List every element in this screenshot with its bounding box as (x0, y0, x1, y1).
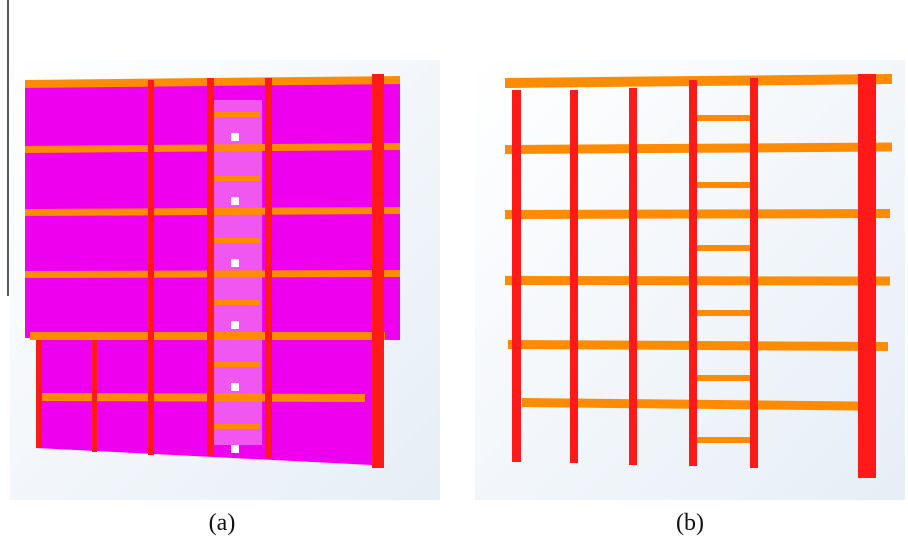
column (570, 90, 578, 463)
page: (a) (b) (() => { const data = JSON.parse… (0, 0, 908, 538)
ladder-rung (697, 310, 751, 316)
ladder-rung (214, 176, 260, 181)
column (148, 80, 154, 455)
column (689, 80, 697, 466)
ladder-rung (697, 375, 751, 381)
column (858, 74, 876, 478)
column (372, 74, 384, 468)
opening-square (231, 133, 239, 141)
ladder-rung (214, 238, 260, 243)
column (36, 340, 42, 448)
column (512, 90, 521, 462)
ladder-rung (697, 437, 751, 443)
ladder-rung (214, 112, 260, 117)
opening-square (231, 445, 239, 453)
ladder-rung (697, 245, 751, 251)
opening-square (231, 321, 239, 329)
beam (40, 393, 365, 402)
column (265, 78, 272, 458)
opening-square (231, 259, 239, 267)
column (629, 88, 637, 465)
beam (505, 209, 890, 219)
column (92, 340, 97, 452)
ladder-rung (697, 182, 751, 188)
panel-label: (b) (676, 510, 704, 536)
beam (505, 276, 890, 286)
ladder-rung (214, 362, 260, 367)
ladder-rung (214, 300, 260, 305)
column (750, 78, 758, 468)
panel-label: (a) (209, 510, 236, 536)
ladder-rung (697, 115, 751, 121)
figure: (a) (b) (0, 0, 908, 538)
ladder-rung (214, 424, 260, 429)
opening-square (231, 197, 239, 205)
column (207, 78, 214, 456)
opening-square (231, 383, 239, 391)
panel-a-model (25, 74, 400, 468)
